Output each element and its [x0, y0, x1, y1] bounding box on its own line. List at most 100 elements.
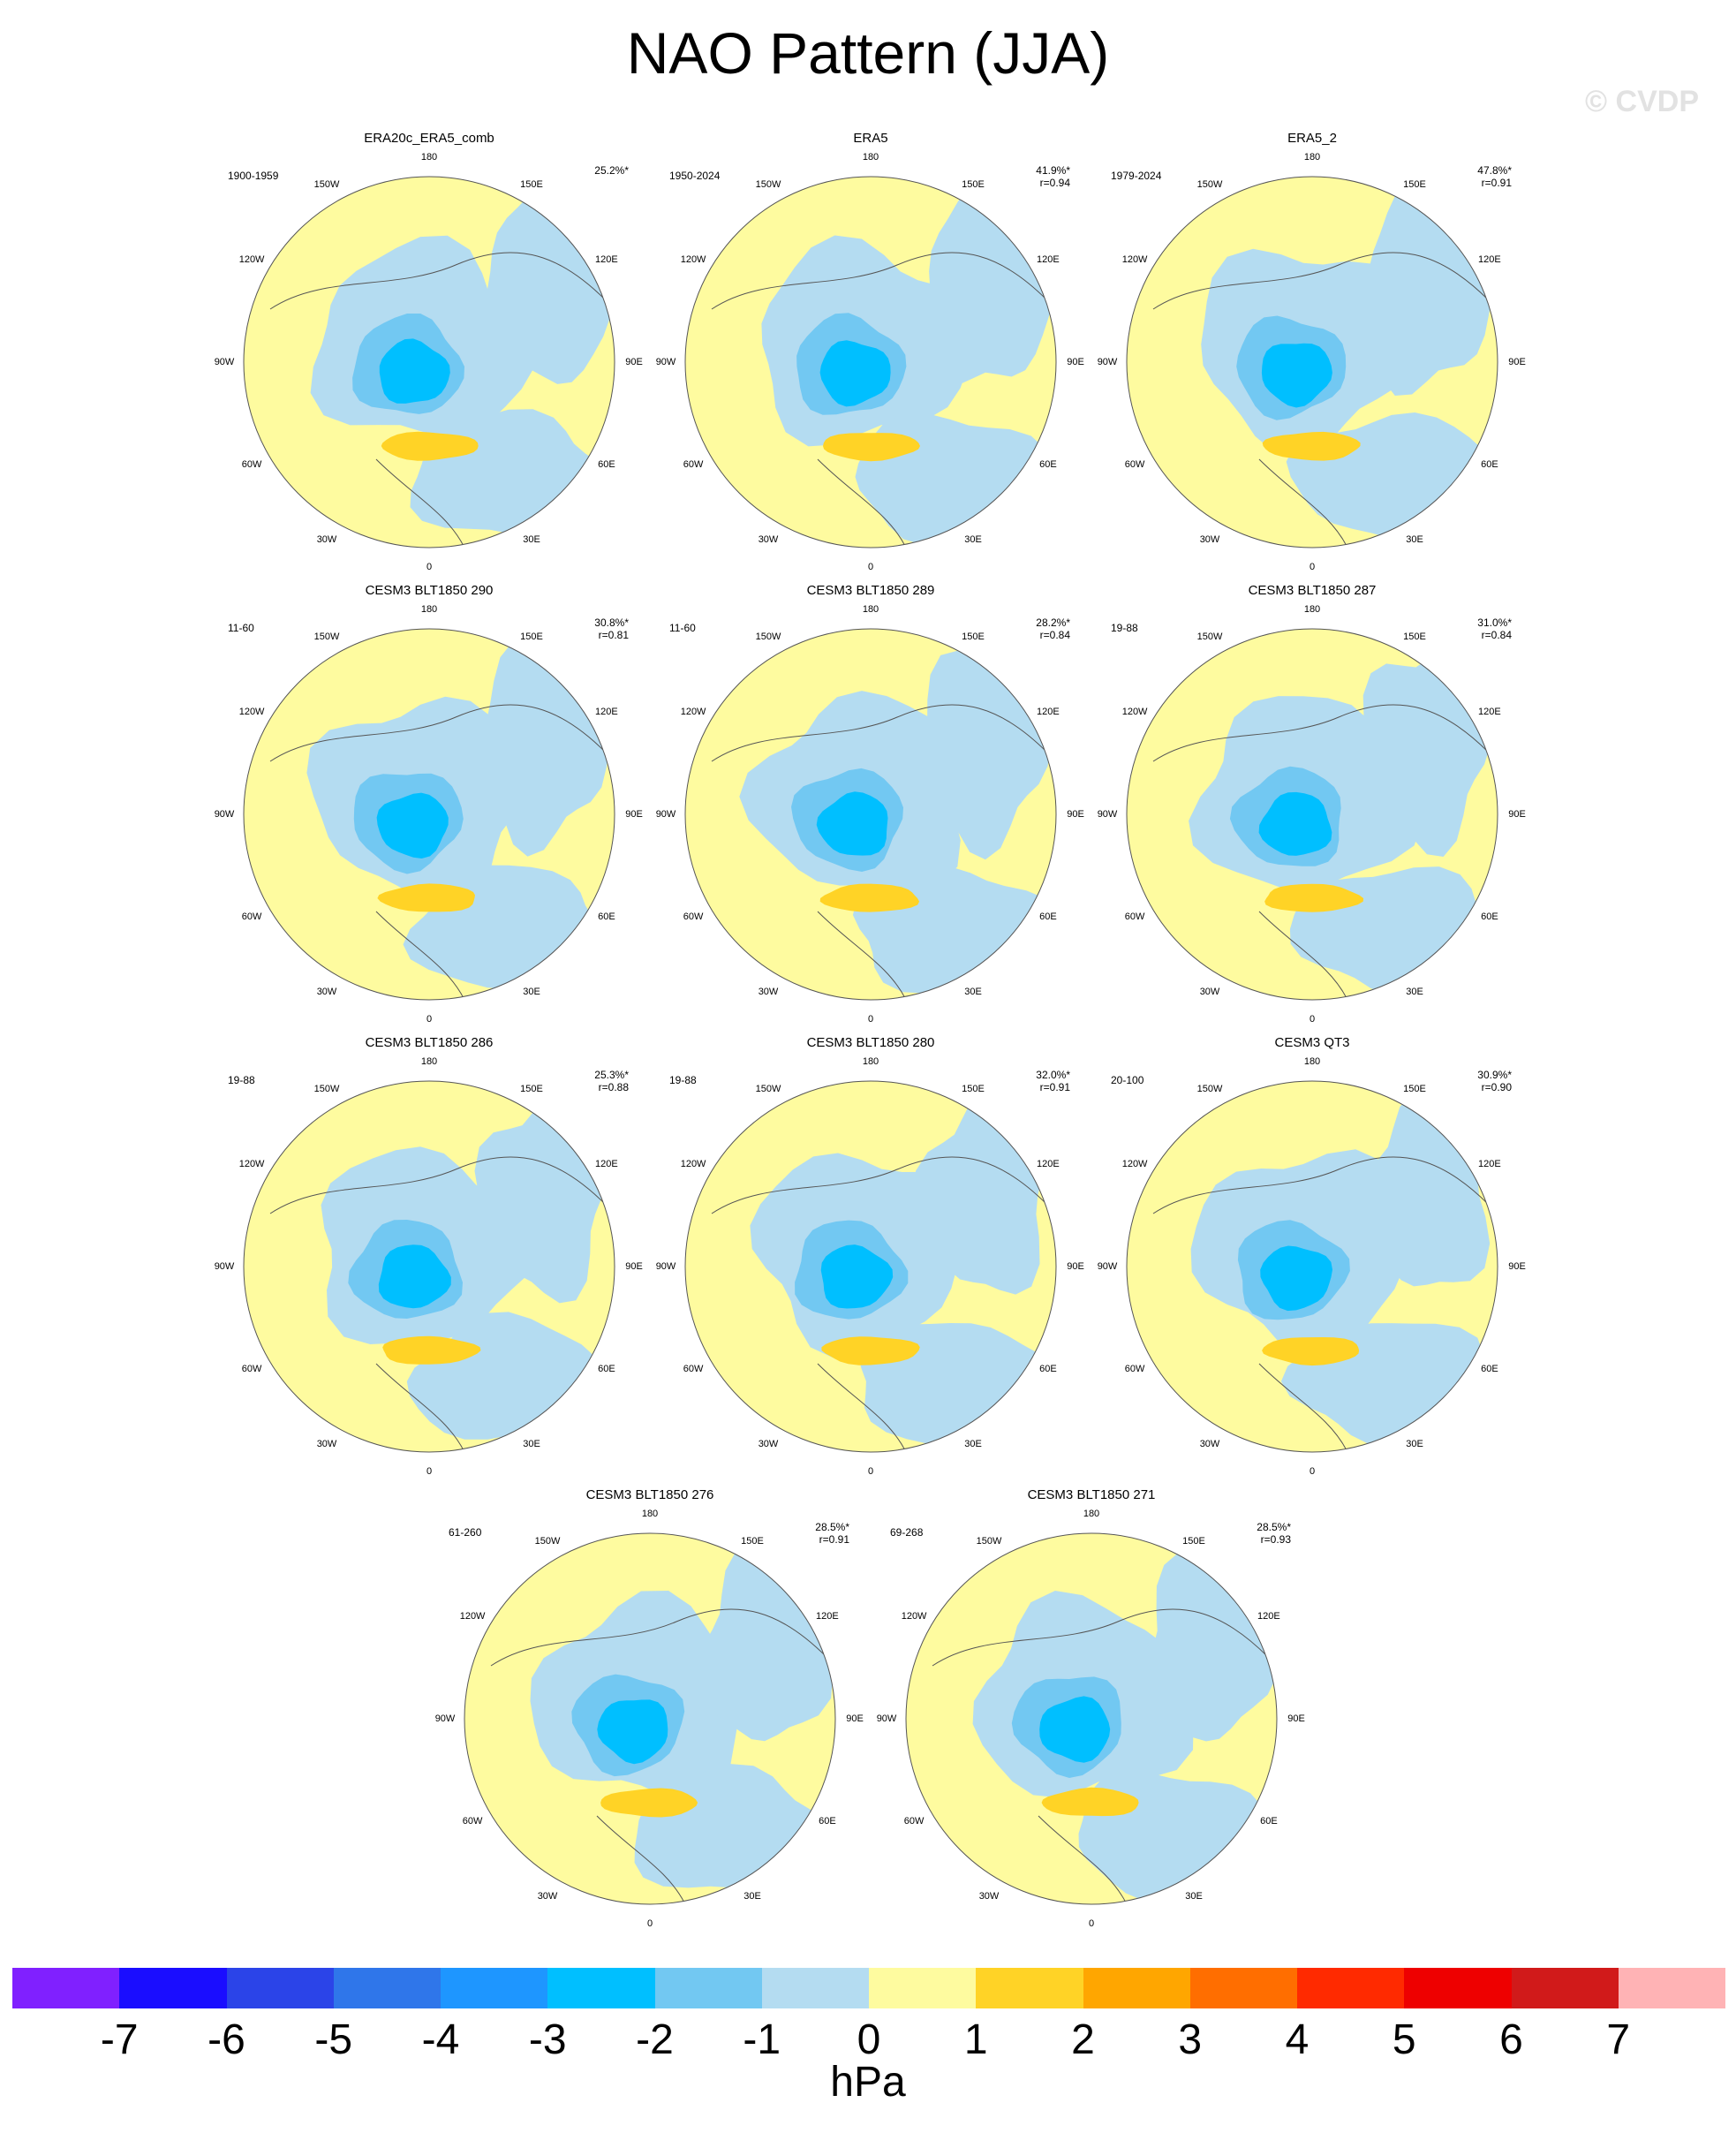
- coastline: [711, 704, 1048, 762]
- colorbar-tick-label: -3: [528, 2016, 567, 2063]
- longitude-label: 30E: [1185, 1890, 1203, 1902]
- longitude-label: 120W: [1121, 1159, 1148, 1169]
- map-boundary: [243, 628, 615, 1001]
- longitude-label: 180: [1303, 1056, 1321, 1067]
- panel-correlation: r=0.90: [1481, 1081, 1512, 1093]
- coastline: [375, 458, 465, 548]
- panel-correlation: r=0.91: [1039, 1081, 1070, 1093]
- longitude-label: 120W: [238, 707, 265, 717]
- longitude-label: 150W: [755, 179, 781, 191]
- longitude-label: 120W: [680, 254, 706, 265]
- field-negative-strong: [816, 791, 888, 856]
- panel-variance: 30.8%* r=0.81: [594, 616, 629, 641]
- panel-title: ERA5_2: [1287, 131, 1337, 146]
- longitude-label: 30E: [1406, 533, 1423, 545]
- longitude-label: 90E: [1067, 809, 1084, 820]
- panel-title: ERA20c_ERA5_comb: [364, 131, 494, 146]
- field-positive-moderate: [821, 1336, 920, 1365]
- longitude-label: 120E: [1037, 707, 1060, 717]
- coastline: [711, 252, 1048, 310]
- coastline: [932, 1608, 1269, 1667]
- longitude-label: 60W: [1124, 911, 1145, 922]
- longitude-label: 60W: [241, 911, 262, 922]
- map-panel: CESM3 BLT1850 276 61-260 28.5%* r=0.91 180 15…: [429, 1487, 871, 1929]
- map-boundary: [243, 176, 615, 548]
- colorbar-tick-label: -2: [636, 2016, 674, 2063]
- colorbar-box: [1618, 1968, 1725, 2008]
- longitude-label: 150W: [313, 179, 340, 191]
- panel-period: 1950-2024: [669, 170, 721, 182]
- panel-correlation: r=0.84: [1039, 629, 1070, 641]
- colorbar-tick-label: 0: [857, 2016, 881, 2063]
- longitude-label: 30W: [316, 986, 337, 997]
- field-negative-strong: [820, 1244, 894, 1309]
- longitude-label: 60W: [241, 1364, 262, 1374]
- map-panel: CESM3 BLT1850 287 19-88 31.0%* r=0.84 180 150…: [1091, 583, 1533, 1025]
- longitude-label: 150E: [520, 1084, 543, 1095]
- longitude-label: 180: [1083, 1509, 1100, 1519]
- longitude-label: 30E: [964, 986, 982, 997]
- longitude-label: 90W: [876, 1713, 897, 1724]
- panel-grid: ERA20c_ERA5_comb 1900-1959 25.2%* 180 150E 12…: [214, 131, 1533, 1929]
- polar-map: [1126, 176, 1498, 548]
- map-boundary: [243, 1080, 615, 1453]
- field-positive-moderate: [1262, 431, 1361, 461]
- field-positive-moderate: [819, 883, 920, 912]
- longitude-label: 30E: [964, 1438, 982, 1449]
- field-negative-strong: [819, 340, 891, 407]
- longitude-label: 90W: [1097, 1261, 1118, 1272]
- longitude-label: 60W: [241, 459, 262, 470]
- longitude-label: 60E: [598, 459, 615, 470]
- map-boundary: [1126, 1080, 1498, 1453]
- colorbar-tick-label: 3: [1178, 2016, 1203, 2063]
- longitude-label: 180: [862, 604, 879, 615]
- colorbar-box: [12, 1968, 120, 2008]
- longitude-label: 90W: [655, 1261, 676, 1272]
- panel-title: CESM3 QT3: [1274, 1035, 1350, 1050]
- colorbar-tick-label: 2: [1071, 2016, 1095, 2063]
- panel-variance: 28.5%* r=0.93: [1257, 1521, 1291, 1546]
- panel-variance: 32.0%* r=0.91: [1036, 1069, 1070, 1093]
- panel-correlation: r=0.91: [819, 1533, 849, 1546]
- longitude-label: 0: [646, 1918, 653, 1929]
- map-panel: ERA5 1950-2024 41.9%* r=0.94 180 150E 120E 90E 6…: [650, 131, 1091, 572]
- longitude-label: 150E: [962, 179, 985, 191]
- panel-period: 19-88: [669, 1074, 697, 1086]
- panel-period: 1900-1959: [228, 170, 279, 182]
- longitude-label: 150E: [962, 1084, 985, 1095]
- longitude-label: 90W: [214, 357, 235, 367]
- colorbar-box: [226, 1968, 334, 2008]
- longitude-label: 150E: [741, 1536, 764, 1547]
- longitude-label: 180: [641, 1509, 659, 1519]
- longitude-label: 0: [867, 562, 874, 572]
- longitude-label: 60E: [1039, 1364, 1057, 1374]
- longitude-label: 60W: [683, 911, 704, 922]
- longitude-label: 30W: [1199, 986, 1220, 997]
- polar-map: [1126, 1080, 1498, 1453]
- longitude-label: 150W: [313, 632, 340, 643]
- panel-period: 20-100: [1111, 1074, 1144, 1086]
- longitude-label: 90E: [1508, 1261, 1526, 1272]
- longitude-label: 120W: [1121, 254, 1148, 265]
- longitude-label: 60E: [1481, 1364, 1498, 1374]
- longitude-label: 90E: [625, 357, 643, 367]
- coastline: [1258, 458, 1348, 548]
- field-positive-moderate: [381, 431, 479, 461]
- colorbar: [12, 1968, 1725, 2008]
- panel-title: ERA5: [853, 131, 888, 146]
- field-negative-weak: [927, 178, 1054, 386]
- colorbar-box: [869, 1968, 977, 2008]
- field-negative-strong: [1039, 1696, 1111, 1763]
- panel-variance: 31.0%* r=0.84: [1477, 616, 1512, 641]
- longitude-label: 90E: [625, 809, 643, 820]
- coastline: [490, 1608, 827, 1667]
- longitude-label: 60W: [683, 1364, 704, 1374]
- longitude-label: 120E: [595, 1159, 618, 1169]
- longitude-label: 90W: [434, 1713, 456, 1724]
- longitude-label: 0: [867, 1466, 874, 1477]
- panel-variance: 25.3%* r=0.88: [594, 1069, 629, 1093]
- map-boundary: [684, 176, 1057, 548]
- longitude-label: 120W: [238, 1159, 265, 1169]
- field-negative-strong: [1260, 1245, 1332, 1312]
- longitude-label: 60E: [598, 911, 615, 922]
